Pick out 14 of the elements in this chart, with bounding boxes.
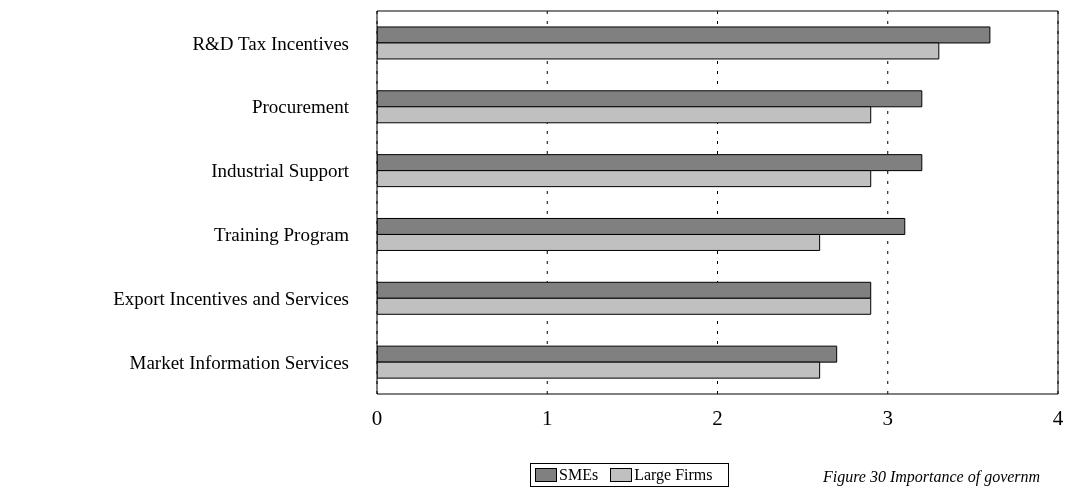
y-tick-label: Training Program [214, 224, 350, 246]
x-tick-label: 3 [882, 405, 893, 430]
y-tick-label: R&D Tax Incentives [192, 32, 349, 54]
x-tick-label: 4 [1052, 405, 1064, 430]
x-tick-label: 0 [371, 405, 383, 430]
x-tick-label: 2 [712, 405, 723, 430]
legend-label: Large Firms [634, 466, 713, 484]
y-tick-label: Market Information Services [129, 351, 349, 373]
legend-label: SMEs [559, 466, 599, 484]
caption: Figure 30 Importance of governm [823, 468, 1041, 486]
y-tick-label: Export Incentives and Services [113, 287, 349, 309]
y-tick-label: Procurement [251, 96, 350, 118]
x-tick-label: 1 [542, 405, 553, 430]
y-tick-label: Industrial Support [211, 160, 350, 182]
